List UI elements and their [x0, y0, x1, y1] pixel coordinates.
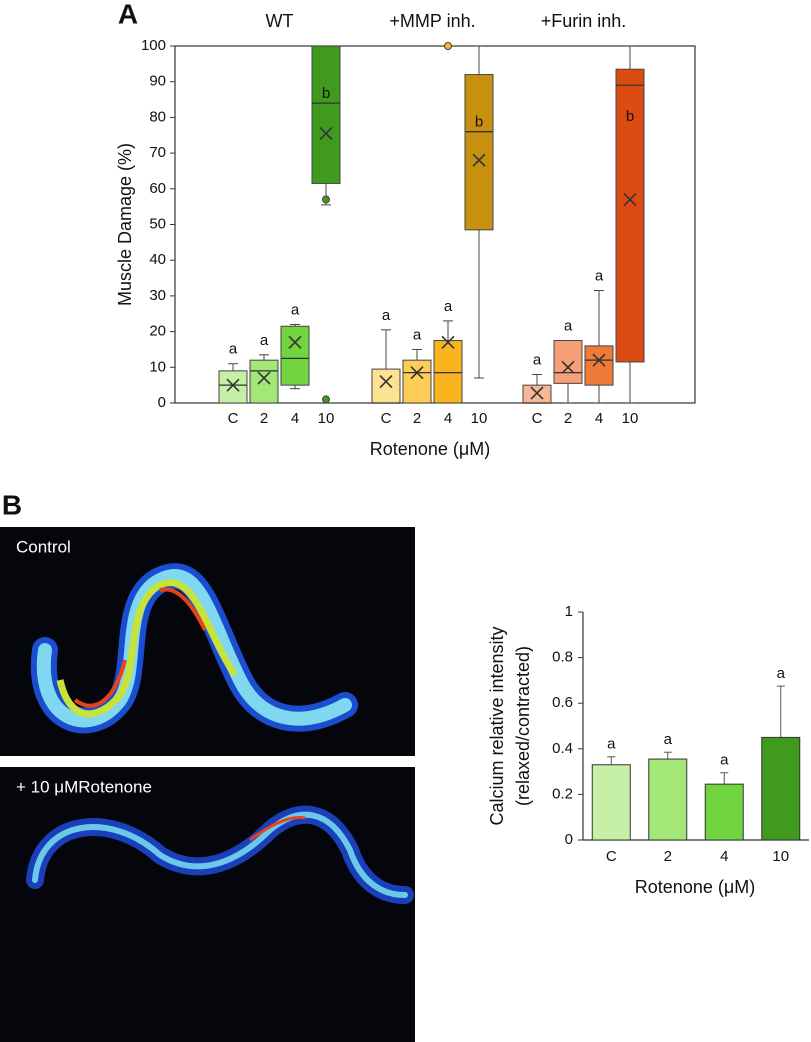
y-tick-label: 10	[149, 358, 166, 375]
x-tick-label: C	[228, 410, 239, 427]
mean-marker	[472, 153, 486, 167]
group-label: WT	[266, 11, 294, 31]
significance-label: b	[322, 85, 330, 102]
panel-label: A	[118, 0, 138, 29]
x-tick-label: 2	[564, 410, 572, 427]
significance-label: a	[595, 268, 604, 285]
mean-marker	[530, 386, 544, 400]
x-tick-label: C	[532, 410, 543, 427]
y-tick-label: 80	[149, 108, 166, 125]
x-axis-label: Rotenone (μM)	[635, 877, 755, 897]
significance-label: a	[382, 307, 391, 324]
y-tick-label: 70	[149, 144, 166, 161]
box	[615, 68, 645, 363]
box	[402, 359, 432, 404]
mean-marker	[379, 375, 393, 389]
x-tick-label: 10	[622, 410, 639, 427]
y-tick-label: 90	[149, 73, 166, 90]
y-tick-label: 100	[141, 37, 166, 54]
bar	[591, 764, 631, 841]
y-axis-label: Muscle Damage (%)	[115, 143, 135, 306]
y-tick-label: 60	[149, 180, 166, 197]
y-tick-label: 0.8	[552, 649, 573, 666]
outlier	[322, 195, 330, 204]
significance-label: a	[607, 736, 616, 753]
x-tick-label: 2	[664, 848, 672, 865]
mean-marker	[226, 378, 240, 392]
box	[280, 325, 310, 386]
group-label: +Furin inh.	[541, 11, 627, 31]
group-label: +MMP inh.	[389, 11, 475, 31]
box	[371, 368, 401, 404]
x-axis-label: Rotenone (μM)	[370, 439, 490, 459]
mean-marker	[561, 360, 575, 374]
image-label: Control	[16, 537, 71, 556]
bar	[648, 758, 688, 841]
y-tick-label: 20	[149, 323, 166, 340]
significance-label: a	[229, 341, 238, 358]
significance-label: a	[664, 731, 673, 748]
x-tick-label: 10	[471, 410, 488, 427]
mean-marker	[592, 353, 606, 367]
y-tick-label: 40	[149, 251, 166, 268]
y-tick-label: 30	[149, 287, 166, 304]
y-tick-label: 1	[565, 603, 573, 620]
mean-marker	[410, 366, 424, 380]
mean-marker	[623, 192, 637, 207]
mean-marker	[257, 371, 271, 385]
mean-marker	[288, 335, 302, 349]
bar	[761, 736, 801, 841]
significance-label: a	[413, 326, 422, 343]
significance-label: b	[475, 114, 483, 131]
box	[311, 45, 341, 184]
box	[433, 340, 463, 404]
x-tick-label: 4	[444, 410, 452, 427]
x-tick-label: 10	[318, 410, 335, 427]
significance-label: a	[533, 351, 542, 368]
x-tick-label: 2	[260, 410, 268, 427]
box	[249, 359, 279, 404]
significance-label: a	[720, 752, 729, 769]
x-tick-label: 4	[291, 410, 299, 427]
x-tick-label: 2	[413, 410, 421, 427]
outlier	[322, 395, 330, 404]
x-tick-label: 4	[595, 410, 603, 427]
box	[553, 340, 583, 384]
y-axis-label: Calcium relative intensity	[487, 626, 507, 825]
box	[218, 370, 248, 404]
mean-marker	[441, 335, 455, 349]
y-tick-label: 0.4	[552, 740, 573, 757]
x-tick-label: 4	[720, 848, 728, 865]
y-tick-label: 0	[565, 831, 573, 848]
x-tick-label: C	[606, 848, 617, 865]
y-axis-label: (relaxed/contracted)	[513, 646, 533, 806]
significance-label: a	[444, 298, 453, 315]
mean-marker	[319, 126, 333, 141]
micrograph: Control	[0, 527, 415, 756]
y-tick-label: 0.6	[552, 694, 573, 711]
micrograph: + 10 μMRotenone	[0, 767, 415, 1042]
bar	[704, 783, 744, 841]
y-tick-label: 50	[149, 215, 166, 232]
y-tick-label: 0	[158, 394, 166, 411]
x-tick-label: C	[381, 410, 392, 427]
panel-label: B	[2, 489, 22, 520]
image-label: + 10 μMRotenone	[16, 777, 152, 796]
box	[464, 74, 494, 231]
y-tick-label: 0.2	[552, 785, 573, 802]
significance-label: a	[260, 332, 269, 349]
x-tick-label: 10	[772, 848, 789, 865]
significance-label: b	[626, 108, 634, 125]
box	[584, 345, 614, 386]
significance-label: a	[291, 301, 300, 318]
outlier	[444, 42, 452, 50]
significance-label: a	[564, 317, 573, 334]
significance-label: a	[777, 665, 786, 682]
